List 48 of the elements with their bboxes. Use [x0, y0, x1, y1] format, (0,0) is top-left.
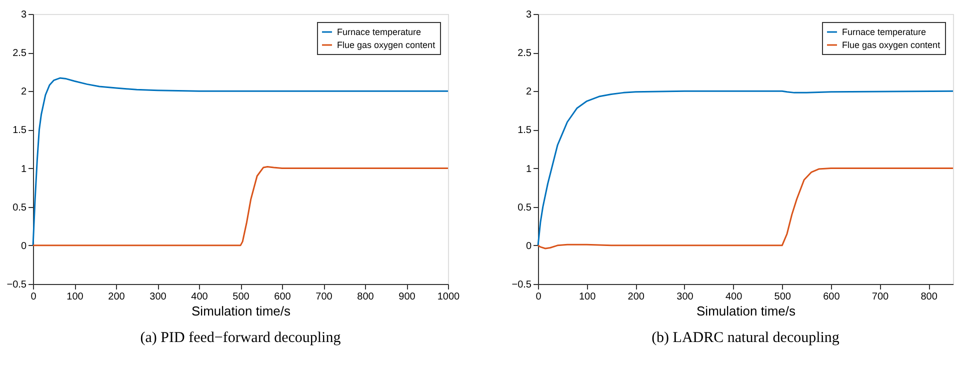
y-tick-label: 1	[20, 164, 27, 175]
x-tick-label: 800	[920, 292, 938, 302]
x-tick-label: 400	[191, 292, 208, 302]
x-tick-label: 700	[872, 292, 890, 302]
x-tick-label: 200	[108, 292, 126, 302]
y-tick-label: 3	[20, 10, 27, 20]
x-tick-label: 300	[150, 292, 167, 302]
legend-label: Furnace temperature	[337, 27, 422, 37]
y-tick-label: 1.5	[12, 125, 27, 136]
x-tick-label: 1000	[437, 292, 460, 302]
line-series	[537, 90, 954, 246]
x-tick-label: 600	[823, 292, 840, 302]
y-tick-label: 2.5	[518, 48, 532, 60]
text: (b) LADRC natural decoupling	[652, 330, 840, 346]
legend-label: Flue gas oxygen content	[337, 40, 436, 50]
y-tick-label: 1	[526, 164, 532, 175]
x-tick-label: 900	[398, 292, 416, 302]
line-series	[32, 77, 449, 246]
x-tick-label: 100	[66, 292, 84, 302]
y-tick-label: 0	[526, 240, 532, 252]
y-tick-label: 0.5	[12, 202, 27, 214]
line-series	[32, 166, 449, 246]
x-tick-label: 300	[676, 292, 694, 302]
x-tick-label: 500	[774, 292, 792, 302]
line-series	[537, 168, 954, 250]
x-tick-label: 400	[725, 292, 743, 302]
x-tick-label: 0	[30, 292, 37, 302]
x-tick-label: 700	[316, 292, 333, 302]
y-tick-label: −0.5	[512, 280, 532, 290]
x-axis-title: Simulation time/s	[192, 304, 291, 318]
x-tick-label: 600	[274, 292, 292, 302]
x-tick-label: 100	[578, 292, 596, 302]
y-tick-label: 0	[20, 240, 27, 252]
x-tick-label: 500	[232, 292, 250, 302]
y-tick-label: 2	[20, 86, 27, 98]
text: (a) PID feed−forward decoupling	[140, 330, 342, 346]
legend-label: Furnace temperature	[842, 27, 926, 37]
y-tick-label: −0.5	[6, 280, 27, 290]
x-tick-label: 800	[357, 292, 374, 302]
x-tick-label: 200	[628, 292, 645, 302]
y-tick-label: 3	[526, 10, 532, 20]
x-tick-label: 0	[536, 292, 542, 302]
legend-label: Flue gas oxygen content	[842, 40, 941, 50]
y-tick-label: 0.5	[518, 202, 532, 214]
y-tick-label: 2.5	[12, 48, 27, 60]
x-axis-title: Simulation time/s	[696, 304, 796, 318]
y-tick-label: 1.5	[518, 125, 532, 136]
y-tick-label: 2	[526, 86, 532, 98]
